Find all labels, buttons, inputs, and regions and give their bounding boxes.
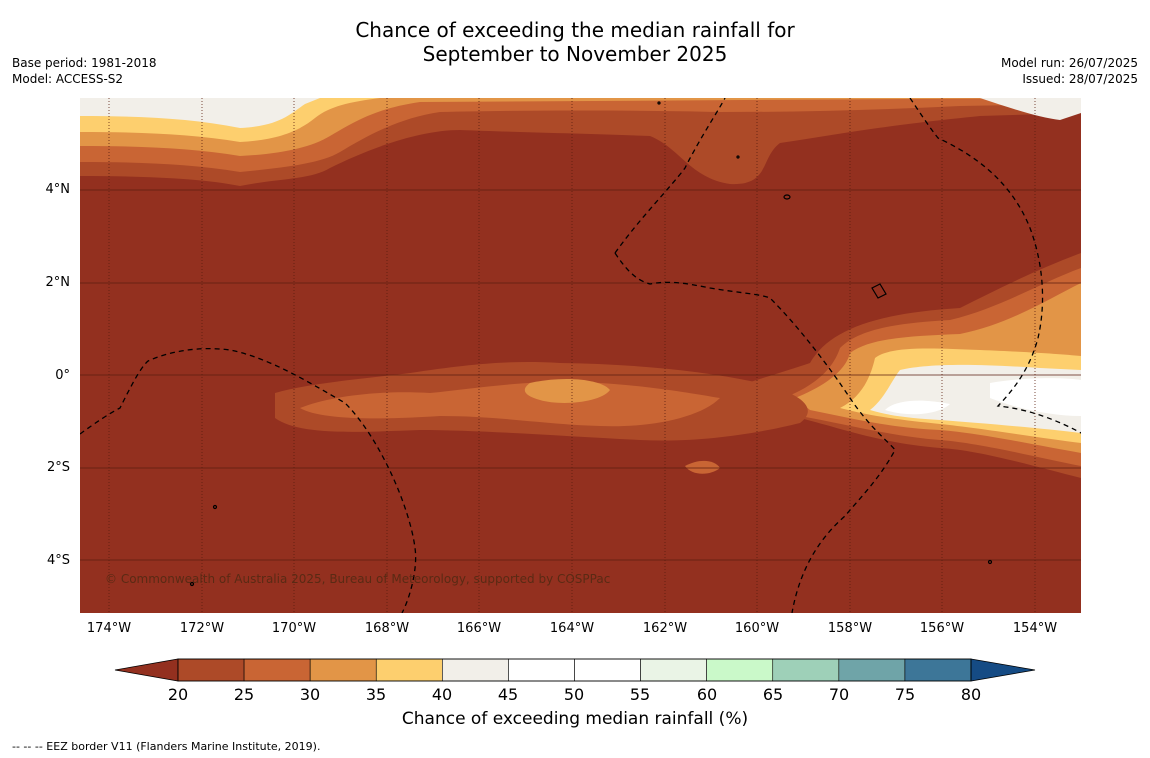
- cbar-tick-35: 35: [365, 685, 387, 704]
- cbar-tick-55: 55: [629, 685, 651, 704]
- colorbar-swatch: [706, 658, 774, 682]
- eq-band-35: [524, 378, 610, 403]
- colorbar-swatch: [574, 658, 641, 682]
- cbar-tick-50: 50: [563, 685, 585, 704]
- lon-label-164w: 164°W: [549, 621, 595, 636]
- meta-left: Base period: 1981-2018 Model: ACCESS-S2: [12, 55, 157, 87]
- cbar-tick-20: 20: [167, 685, 189, 704]
- lon-label-170w: 170°W: [271, 621, 317, 636]
- meta-right: Model run: 26/07/2025 Issued: 28/07/2025: [1001, 55, 1138, 87]
- cbar-tick-30: 30: [299, 685, 321, 704]
- latitude-lines: [80, 189, 1081, 561]
- colorbar-low-extend: [114, 658, 179, 682]
- colorbar-swatch: [243, 658, 311, 682]
- copyright-notice: © Commonwealth of Australia 2025, Bureau…: [105, 572, 611, 586]
- small-cell-30: [685, 460, 720, 474]
- lat-label-eq: 0°: [55, 368, 70, 383]
- title-line-2: September to November 2025: [422, 42, 728, 66]
- cbar-tick-65: 65: [762, 685, 784, 704]
- base-period: Base period: 1981-2018: [12, 56, 157, 70]
- lat-label-2s: 2°S: [46, 460, 70, 475]
- lat-label-4n: 4°N: [45, 182, 71, 197]
- north-band-35: [80, 98, 1081, 156]
- eez-footnote: -- -- -- EEZ border V11 (Flanders Marine…: [12, 740, 321, 753]
- rainfall-map: [80, 98, 1081, 613]
- title-line-1: Chance of exceeding the median rainfall …: [355, 18, 795, 42]
- colorbar-swatch: [640, 658, 707, 682]
- issued-date: Issued: 28/07/2025: [1022, 72, 1138, 86]
- colorbar-swatch: [772, 658, 840, 682]
- eez-borders: [80, 98, 1081, 613]
- cbar-tick-80: 80: [960, 685, 982, 704]
- graticule: [108, 98, 1036, 613]
- lon-label-156w: 156°W: [919, 621, 965, 636]
- lon-label-162w: 162°W: [642, 621, 688, 636]
- cbar-tick-40: 40: [431, 685, 453, 704]
- colorbar-high-extend: [970, 658, 1036, 682]
- colorbar-swatch: [838, 658, 906, 682]
- colorbar-swatch: [177, 658, 245, 682]
- lon-label-172w: 172°W: [179, 621, 225, 636]
- colorbar-swatch: [904, 658, 972, 682]
- colorbar-swatch: [442, 658, 509, 682]
- colorbar: [114, 658, 1036, 682]
- lat-label-2n: 2°N: [45, 275, 71, 290]
- colorbar-swatch: [508, 658, 575, 682]
- lon-label-160w: 160°W: [734, 621, 780, 636]
- ne-band-45: [980, 98, 1081, 120]
- lon-label-168w: 168°W: [364, 621, 410, 636]
- lon-label-166w: 166°W: [456, 621, 502, 636]
- lon-label-158w: 158°W: [827, 621, 873, 636]
- lon-label-174w: 174°W: [86, 621, 132, 636]
- colorbar-title: Chance of exceeding median rainfall (%): [401, 709, 749, 729]
- cbar-tick-60: 60: [696, 685, 718, 704]
- lon-label-154w: 154°W: [1012, 621, 1058, 636]
- colorbar-swatches: [177, 658, 972, 682]
- cbar-tick-75: 75: [894, 685, 916, 704]
- east-band-50: [885, 400, 950, 415]
- map-title: Chance of exceeding the median rainfall …: [0, 18, 1150, 66]
- islands: [189, 101, 993, 587]
- model-run: Model run: 26/07/2025: [1000, 56, 1138, 70]
- east-band-50b: [990, 378, 1081, 416]
- eq-band-30: [300, 381, 720, 427]
- colorbar-frame: [177, 658, 972, 682]
- colorbar-swatch: [309, 658, 377, 682]
- cbar-tick-25: 25: [233, 685, 255, 704]
- north-band-45: [80, 98, 320, 128]
- model-name: Model: ACCESS-S2: [12, 72, 124, 86]
- cbar-tick-70: 70: [828, 685, 850, 704]
- lat-label-4s: 4°S: [46, 553, 70, 568]
- cbar-tick-45: 45: [497, 685, 519, 704]
- colorbar-swatch: [375, 658, 443, 682]
